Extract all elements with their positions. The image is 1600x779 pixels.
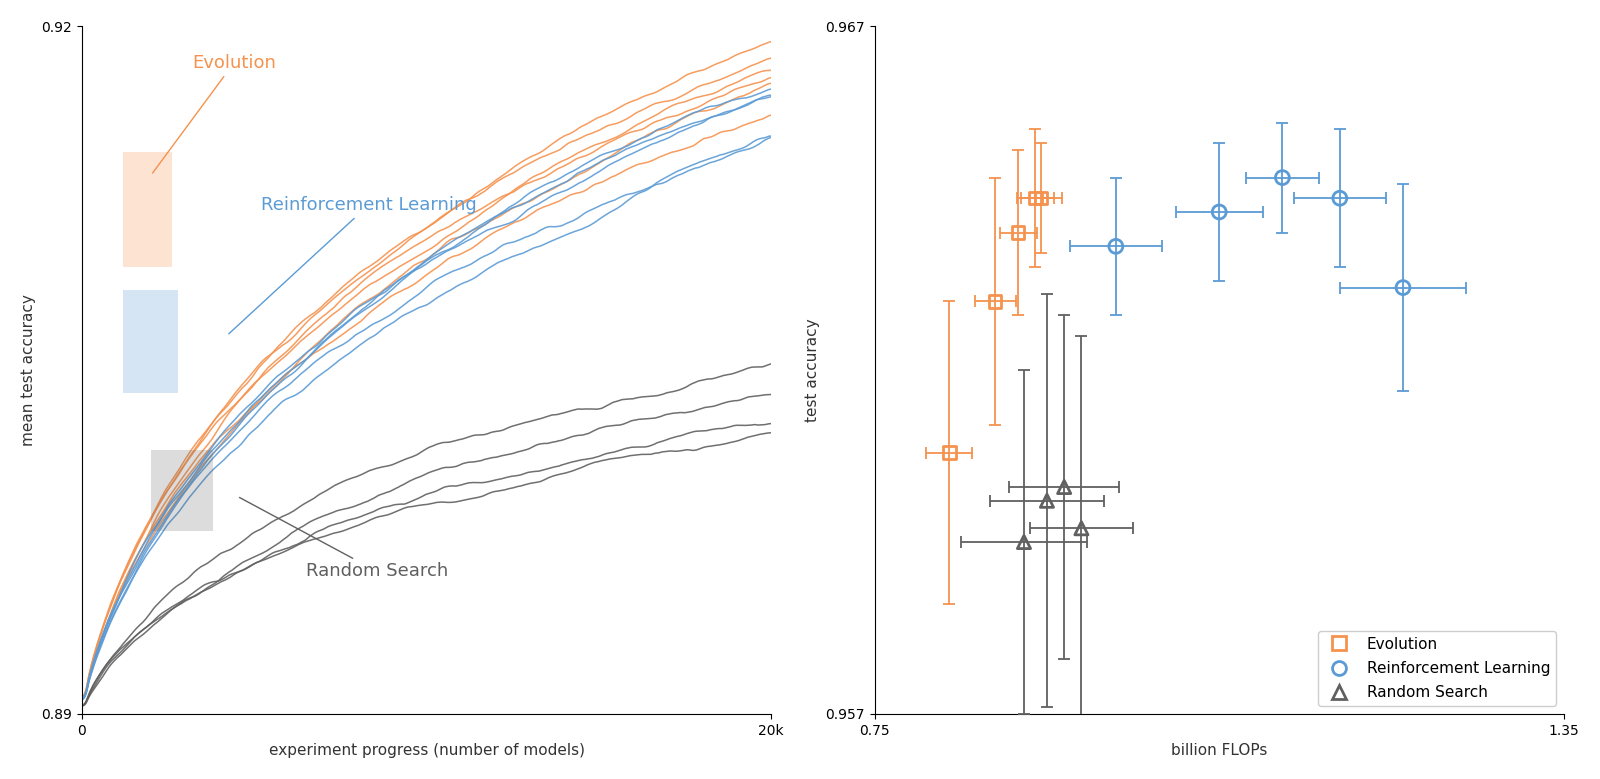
Text: Random Search: Random Search: [240, 498, 448, 580]
Point: [1102, 240, 1128, 252]
Point: [1011, 536, 1037, 548]
Point: [936, 446, 962, 459]
Point: [1034, 495, 1059, 507]
Y-axis label: mean test accuracy: mean test accuracy: [21, 294, 35, 446]
X-axis label: billion FLOPs: billion FLOPs: [1171, 743, 1267, 758]
Point: [1390, 281, 1416, 294]
Legend: Evolution, Reinforcement Learning, Random Search: Evolution, Reinforcement Learning, Rando…: [1318, 631, 1557, 707]
Text: Reinforcement Learning: Reinforcement Learning: [229, 196, 477, 334]
Point: [982, 295, 1008, 308]
Point: [1069, 522, 1094, 534]
Bar: [123, 290, 179, 393]
Point: [1206, 206, 1232, 218]
Bar: [123, 153, 171, 267]
Point: [1051, 481, 1077, 493]
X-axis label: experiment progress (number of models): experiment progress (number of models): [269, 743, 584, 758]
Point: [1022, 192, 1048, 204]
Text: Evolution: Evolution: [152, 54, 277, 173]
Point: [1005, 227, 1030, 239]
Point: [1269, 171, 1294, 184]
Point: [1029, 192, 1054, 204]
Bar: [150, 450, 213, 530]
Y-axis label: test accuracy: test accuracy: [805, 319, 819, 422]
Point: [1326, 192, 1352, 204]
